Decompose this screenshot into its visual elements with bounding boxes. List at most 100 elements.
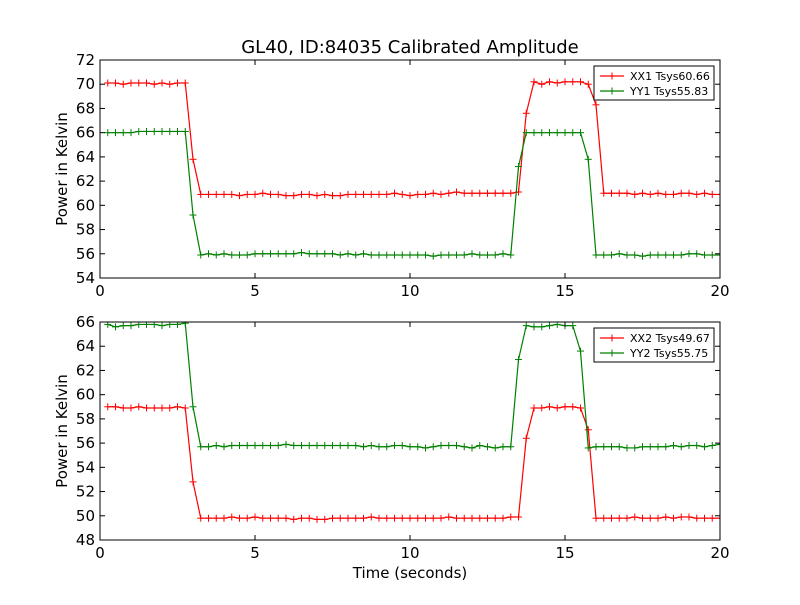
data-point — [305, 514, 313, 522]
data-point — [158, 79, 166, 87]
data-point — [236, 442, 243, 450]
data-point — [685, 189, 693, 197]
data-point — [321, 190, 329, 198]
data-point — [329, 250, 336, 258]
data-point — [220, 250, 228, 258]
data-point — [561, 403, 569, 411]
data-point — [104, 403, 112, 411]
top-subplot: 0 5 10 15 20 54 56 58 60 62 64 66 68 70 72 Power in Kel… — [53, 51, 730, 300]
data-point — [538, 323, 546, 331]
data-point — [577, 78, 584, 86]
data-point — [429, 189, 437, 197]
data-point — [515, 163, 522, 171]
data-point — [398, 190, 406, 198]
x-tick-label: 20 — [710, 282, 729, 300]
data-point — [228, 190, 236, 198]
data-point — [484, 189, 491, 197]
y-tick-label: 58 — [76, 410, 95, 428]
data-point — [158, 404, 166, 412]
data-point — [507, 189, 515, 197]
data-point — [321, 515, 329, 523]
data-point — [321, 442, 329, 450]
data-point — [143, 404, 150, 412]
legend-label: XX1 Tsys60.66 — [630, 70, 710, 83]
data-point — [150, 80, 158, 88]
data-point — [677, 443, 685, 451]
data-point — [468, 444, 476, 452]
data-point — [290, 250, 298, 258]
data-point — [375, 443, 383, 451]
data-point — [181, 79, 189, 87]
y-tick-label: 56 — [76, 434, 95, 452]
data-point — [491, 251, 499, 259]
data-point — [158, 127, 166, 135]
data-point — [127, 79, 135, 87]
data-point — [530, 129, 538, 137]
data-point — [267, 514, 274, 522]
data-point — [236, 514, 243, 522]
y-tick-label: 48 — [76, 531, 95, 549]
data-point — [251, 190, 259, 198]
data-point — [716, 514, 720, 522]
data-point — [344, 514, 352, 522]
bottom-subplot: 0 5 10 15 20 48 50 52 54 56 58 60 62 64 66 Power in Kel… — [53, 313, 730, 562]
data-point — [174, 127, 181, 135]
data-point — [220, 514, 228, 522]
data-point — [228, 442, 236, 450]
data-point — [383, 190, 391, 198]
data-point — [298, 442, 305, 450]
data-point — [344, 190, 352, 198]
data-point — [391, 189, 398, 197]
data-point — [646, 190, 654, 198]
data-point — [212, 514, 220, 522]
data-point — [716, 440, 720, 448]
data-point — [600, 189, 608, 197]
data-point — [158, 322, 166, 330]
data-point — [491, 514, 499, 522]
data-point — [453, 442, 460, 450]
data-point — [112, 129, 119, 137]
data-point — [205, 443, 212, 451]
data-point — [104, 129, 112, 137]
data-point — [282, 440, 290, 448]
y-tick-label: 64 — [76, 148, 95, 166]
data-point — [608, 251, 615, 259]
data-point — [693, 250, 701, 258]
legend-box — [593, 327, 715, 363]
data-point — [228, 513, 236, 521]
data-point — [112, 323, 119, 331]
data-point — [298, 249, 305, 257]
data-point — [321, 250, 329, 258]
data-point — [352, 190, 360, 198]
x-axis-label: Time (seconds) — [352, 564, 468, 582]
data-point — [608, 443, 615, 451]
data-point — [243, 251, 251, 259]
data-point — [499, 514, 507, 522]
y-tick-label: 70 — [76, 75, 95, 93]
data-point — [197, 514, 205, 522]
data-point — [119, 80, 127, 88]
data-point — [174, 403, 181, 411]
data-point — [212, 190, 220, 198]
data-point — [592, 251, 600, 259]
y-tick-label: 56 — [76, 245, 95, 263]
data-point — [220, 443, 228, 451]
data-point — [212, 251, 220, 259]
data-point — [584, 155, 592, 163]
data-point — [414, 443, 422, 451]
series-xx2 — [104, 403, 720, 523]
data-point — [623, 189, 631, 197]
data-point — [561, 129, 569, 137]
data-point — [375, 190, 383, 198]
data-point — [708, 251, 716, 259]
data-point — [569, 403, 577, 411]
data-point — [360, 250, 367, 258]
data-point — [623, 514, 631, 522]
data-point — [290, 192, 298, 200]
data-point — [716, 190, 720, 198]
data-point — [701, 251, 708, 259]
data-point — [437, 442, 445, 450]
data-point — [305, 442, 313, 450]
data-point — [220, 190, 228, 198]
